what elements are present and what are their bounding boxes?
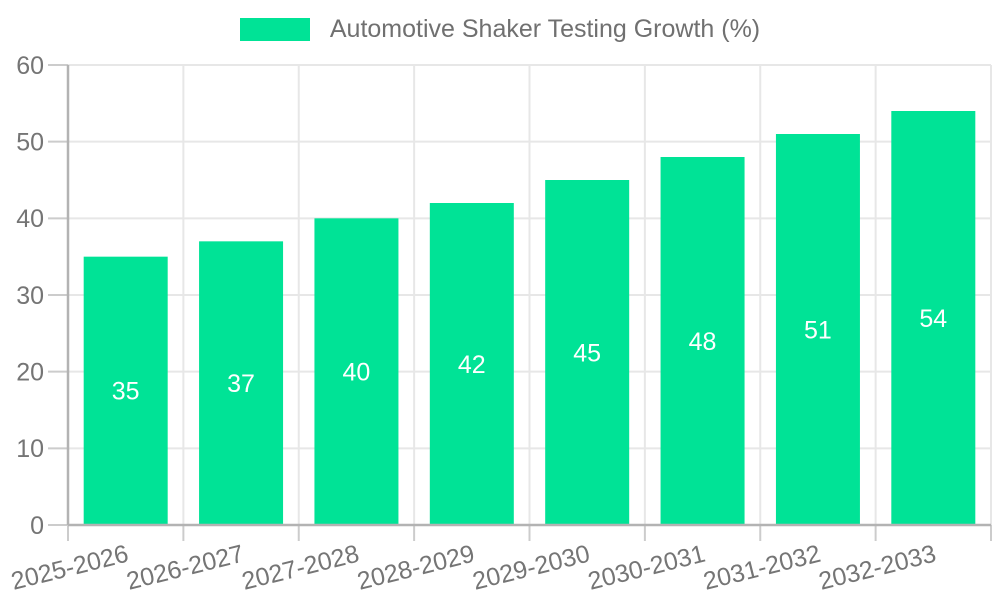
bar-value-label: 37: [227, 370, 255, 398]
bar-value-label: 40: [343, 358, 371, 386]
bar[interactable]: [891, 111, 976, 525]
y-tick-label: 0: [30, 512, 44, 540]
bar[interactable]: [314, 218, 399, 526]
bar-value-label: 45: [573, 339, 601, 367]
bar[interactable]: [429, 203, 514, 525]
bar-value-label: 54: [919, 305, 947, 333]
bar-value-label: 51: [804, 316, 832, 344]
legend-series-label[interactable]: Automotive Shaker Testing Growth (%): [329, 15, 761, 43]
y-tick-label: 20: [16, 358, 44, 386]
y-tick-label: 10: [16, 435, 44, 463]
x-tick-label: 2027-2028: [239, 540, 362, 596]
x-tick-label: 2032-2033: [816, 540, 939, 596]
legend: Automotive Shaker Testing Growth (%): [0, 15, 1000, 44]
bar[interactable]: [545, 180, 630, 525]
bar[interactable]: [199, 241, 284, 526]
bar-value-label: 35: [112, 378, 140, 406]
bar[interactable]: [83, 256, 168, 525]
bar[interactable]: [660, 157, 745, 525]
bar[interactable]: [775, 134, 860, 525]
x-tick-label: 2029-2030: [470, 540, 593, 596]
y-tick-label: 30: [16, 282, 44, 310]
x-tick-label: 2031-2032: [701, 540, 824, 596]
y-tick-label: 50: [16, 128, 44, 156]
x-tick-label: 2028-2029: [354, 540, 477, 596]
y-tick-label: 60: [16, 52, 44, 80]
y-tick-label: 40: [16, 205, 44, 233]
x-tick-label: 2030-2031: [585, 540, 708, 596]
x-tick-label: 2025-2026: [8, 540, 131, 596]
bar-value-label: 42: [458, 351, 486, 379]
x-tick-label: 2026-2027: [124, 540, 247, 596]
bar-value-label: 48: [689, 328, 717, 356]
legend-swatch[interactable]: [239, 17, 310, 41]
